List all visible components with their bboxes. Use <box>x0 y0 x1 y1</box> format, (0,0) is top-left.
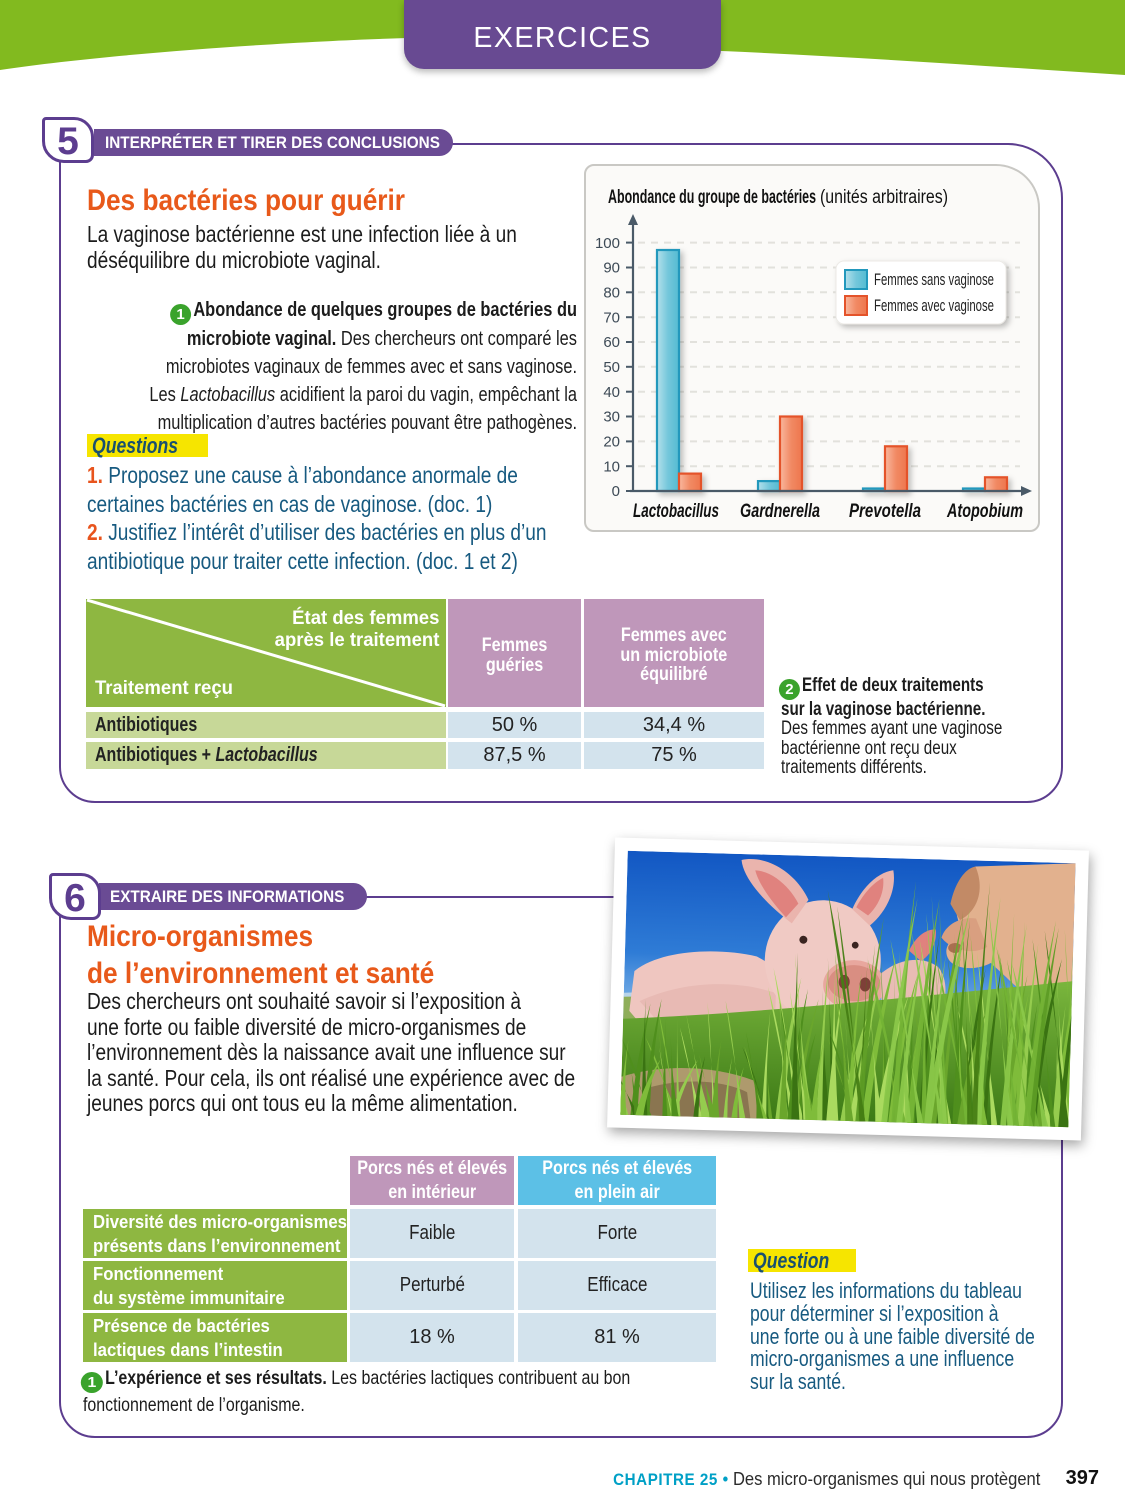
svg-text:Abondance du groupe de bactéri: Abondance du groupe de bactéries <box>608 187 816 208</box>
svg-text:40: 40 <box>603 384 620 401</box>
svg-text:70: 70 <box>603 310 620 327</box>
svg-text:60: 60 <box>603 334 620 351</box>
svg-text:Prevotella: Prevotella <box>849 500 921 522</box>
svg-text:(unités arbitraires): (unités arbitraires) <box>820 187 948 208</box>
svg-text:0: 0 <box>612 483 620 500</box>
svg-text:50: 50 <box>603 359 620 376</box>
svg-text:90: 90 <box>603 260 620 277</box>
svg-text:Atopobium: Atopobium <box>946 500 1023 522</box>
svg-text:Femmes sans vaginose: Femmes sans vaginose <box>874 271 994 289</box>
svg-text:Femmes avec vaginose: Femmes avec vaginose <box>874 297 994 315</box>
svg-text:20: 20 <box>603 434 620 451</box>
svg-text:30: 30 <box>603 409 620 426</box>
svg-text:Gardnerella: Gardnerella <box>740 500 820 522</box>
svg-text:Lactobacillus: Lactobacillus <box>633 500 719 522</box>
svg-text:100: 100 <box>595 235 620 252</box>
svg-text:80: 80 <box>603 285 620 302</box>
svg-text:10: 10 <box>603 459 620 476</box>
